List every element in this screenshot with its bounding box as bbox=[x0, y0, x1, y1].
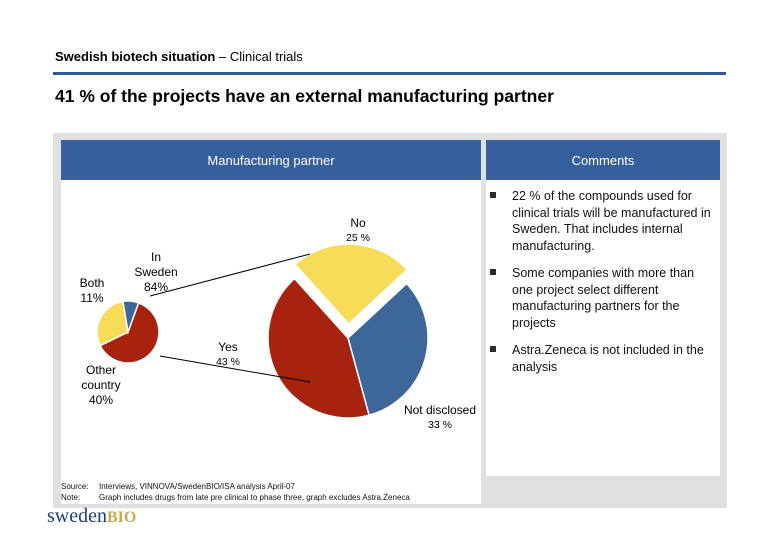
comment-text: Astra.Zeneca is not included in the anal… bbox=[512, 343, 704, 374]
note-value: Graph includes drugs from late pre clini… bbox=[99, 493, 410, 502]
connector-bottom bbox=[159, 355, 311, 383]
comments-panel bbox=[486, 180, 720, 476]
slice-label-yes-value: 43 % bbox=[216, 356, 240, 368]
slice-label-in-sweden-name: In Sweden bbox=[134, 250, 178, 279]
slice-label-both-value: 11% bbox=[80, 291, 104, 305]
slice-label-no-name: No bbox=[350, 216, 366, 230]
header-rule bbox=[53, 72, 726, 75]
pie-slice-in-sweden bbox=[99, 301, 160, 364]
slice-label-in-sweden-value: 84% bbox=[143, 280, 169, 294]
bullet-icon bbox=[490, 346, 496, 352]
comments-panel-title: Comments bbox=[486, 140, 720, 180]
small-pie bbox=[96, 300, 160, 364]
comment-text: 22 % of the compounds used for clinical … bbox=[512, 189, 711, 253]
slice-label-no: No 25 % bbox=[328, 216, 388, 246]
comment-item: 22 % of the compounds used for clinical … bbox=[490, 188, 718, 254]
pie-slice-not-disclosed bbox=[347, 282, 429, 417]
pie-slice-no bbox=[294, 243, 409, 326]
section-header-rest: – Clinical trials bbox=[215, 49, 303, 64]
comment-list: 22 % of the compounds used for clinical … bbox=[490, 188, 718, 386]
logo-text-a: sweden bbox=[47, 505, 107, 527]
slice-label-other-country: Other country 40% bbox=[66, 363, 136, 408]
graph-note: Note: Graph includes drugs from late pre … bbox=[61, 493, 410, 502]
note-key: Note: bbox=[61, 493, 81, 502]
comment-item: Some companies with more than one projec… bbox=[490, 265, 718, 331]
slice-label-not-disclosed-name: Not disclosed bbox=[403, 403, 477, 417]
headline: 41 % of the projects have an external ma… bbox=[55, 86, 554, 106]
slice-label-yes-name: Yes bbox=[218, 340, 238, 354]
source-key: Source: bbox=[61, 482, 89, 491]
slice-label-both: Both 11% bbox=[72, 276, 112, 306]
slice-label-no-value: 25 % bbox=[346, 232, 370, 244]
comment-text: Some companies with more than one projec… bbox=[512, 266, 695, 330]
bullet-icon bbox=[490, 192, 496, 198]
bullet-icon bbox=[490, 269, 496, 275]
section-header-bold: Swedish biotech situation bbox=[55, 49, 216, 64]
slice-label-yes: Yes 43 % bbox=[203, 340, 253, 370]
slice-label-not-disclosed: Not disclosed 33 % bbox=[395, 403, 485, 433]
pie-slice-other-country bbox=[96, 300, 129, 347]
swedenbio-logo: swedenBIO bbox=[47, 505, 136, 528]
connector-lines bbox=[149, 253, 311, 383]
connector-top bbox=[149, 253, 311, 297]
slice-label-in-sweden: In Sweden 84% bbox=[120, 250, 192, 295]
slice-label-other-country-name: Other country bbox=[81, 363, 121, 392]
section-header: Swedish biotech situation – Clinical tri… bbox=[55, 49, 303, 64]
chart-panel-title: Manufacturing partner bbox=[61, 140, 481, 180]
source-note: Source: Interviews, VINNOVA/SwedenBIO/ISA… bbox=[61, 482, 295, 491]
main-pie bbox=[267, 243, 429, 419]
logo-text-b: BIO bbox=[106, 509, 137, 526]
slice-label-other-country-value: 40% bbox=[88, 393, 114, 407]
source-value: Interviews, VINNOVA/SwedenBIO/ISA analys… bbox=[99, 482, 295, 491]
pie-slice-both bbox=[122, 300, 140, 335]
comment-item: Astra.Zeneca is not included in the anal… bbox=[490, 342, 718, 375]
slice-label-not-disclosed-value: 33 % bbox=[428, 419, 452, 431]
slice-label-both-name: Both bbox=[79, 276, 105, 290]
